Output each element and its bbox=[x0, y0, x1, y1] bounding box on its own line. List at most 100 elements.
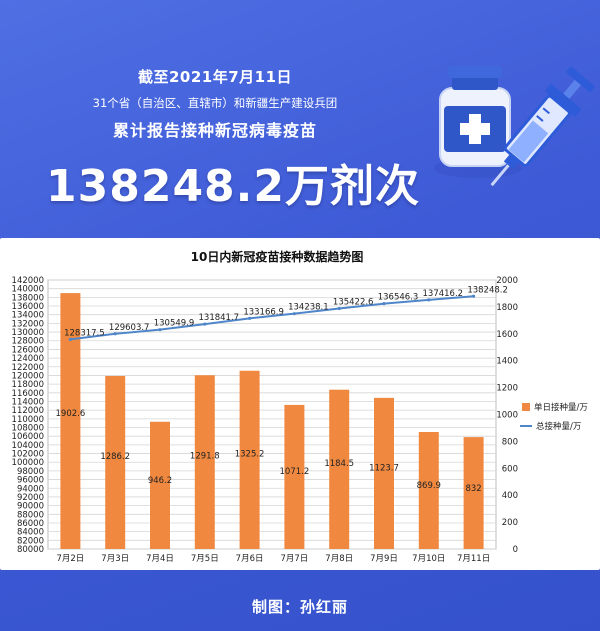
left-tick-label: 80000 bbox=[17, 545, 44, 555]
bar bbox=[105, 376, 126, 549]
right-tick-label: 800 bbox=[502, 437, 518, 447]
bar bbox=[284, 404, 305, 549]
total-unit: 万剂次 bbox=[285, 161, 421, 212]
left-tick-label: 96000 bbox=[17, 476, 44, 486]
bar bbox=[239, 370, 260, 549]
right-tick-label: 200 bbox=[502, 518, 518, 528]
line-point bbox=[382, 302, 386, 306]
left-tick-label: 94000 bbox=[17, 484, 44, 494]
line-point bbox=[113, 332, 117, 336]
date-line: 截至2021年7月11日 bbox=[137, 68, 293, 86]
left-tick-label: 122000 bbox=[12, 363, 44, 373]
left-tick-label: 106000 bbox=[12, 432, 44, 442]
total-line bbox=[70, 295, 474, 341]
left-tick-label: 104000 bbox=[12, 441, 44, 451]
left-tick-label: 112000 bbox=[12, 406, 44, 416]
left-tick-label: 136000 bbox=[12, 302, 44, 312]
bar bbox=[150, 421, 170, 549]
total-doses: 138248.2万剂次 bbox=[18, 150, 448, 214]
right-tick-label: 1600 bbox=[496, 330, 518, 340]
right-tick-label: 2000 bbox=[496, 276, 518, 286]
line-data-label: 128317.5 bbox=[64, 328, 105, 338]
line-data-label: 130549.9 bbox=[154, 319, 195, 329]
vaccine-illustration bbox=[418, 40, 598, 205]
left-tick-label: 132000 bbox=[12, 319, 44, 329]
legend-label-total: 总接种量/万 bbox=[536, 421, 581, 432]
left-tick-label: 116000 bbox=[12, 389, 44, 399]
bar-data-label: 1286.2 bbox=[100, 452, 130, 462]
bar-data-label: 1123.7 bbox=[369, 463, 399, 473]
line-point bbox=[248, 316, 252, 320]
legend: 单日接种量/万 总接种量/万 bbox=[520, 402, 588, 432]
line-data-label: 138248.2 bbox=[467, 285, 508, 295]
syringe-icon bbox=[490, 66, 595, 187]
line-data-label: 136546.3 bbox=[378, 293, 419, 303]
bar bbox=[60, 293, 81, 549]
left-tick-label: 142000 bbox=[12, 276, 44, 286]
left-tick-label: 110000 bbox=[12, 415, 44, 425]
bar-data-label: 1071.2 bbox=[280, 467, 310, 477]
left-tick-label: 90000 bbox=[17, 502, 44, 512]
line-point bbox=[337, 306, 341, 311]
line-data-label: 135422.6 bbox=[333, 298, 374, 308]
right-tick-label: 0 bbox=[513, 545, 518, 555]
total-value: 138248.2 bbox=[45, 161, 286, 212]
bar-data-label: 946.2 bbox=[148, 476, 172, 486]
right-tick-label: 1000 bbox=[496, 411, 518, 421]
bar-data-label: 869.9 bbox=[417, 481, 441, 491]
bar bbox=[329, 389, 350, 549]
right-tick-label: 1200 bbox=[496, 384, 518, 394]
credit: 制图：孙红丽 bbox=[251, 598, 348, 616]
left-tick-label: 130000 bbox=[12, 328, 44, 338]
x-tick-label: 7月7日 bbox=[280, 554, 308, 564]
left-tick-label: 84000 bbox=[17, 528, 44, 538]
x-tick-label: 7月4日 bbox=[146, 554, 174, 564]
left-tick-label: 100000 bbox=[12, 458, 44, 468]
line-data-label: 131841.7 bbox=[199, 313, 240, 323]
left-tick-label: 128000 bbox=[12, 337, 44, 347]
bar bbox=[463, 437, 484, 549]
bar bbox=[194, 375, 215, 549]
left-tick-label: 108000 bbox=[12, 424, 44, 434]
scope-line: 31个省（自治区、直辖市）和新疆生产建设兵团 bbox=[92, 96, 338, 110]
left-tick-label: 126000 bbox=[12, 345, 44, 355]
line-data-label: 129603.7 bbox=[109, 323, 150, 333]
line-point bbox=[68, 337, 72, 341]
line-data-label: 133166.9 bbox=[243, 307, 284, 317]
x-tick-label: 7月6日 bbox=[236, 554, 264, 564]
left-tick-label: 124000 bbox=[12, 354, 44, 364]
left-tick-label: 98000 bbox=[17, 467, 44, 477]
bar bbox=[418, 431, 439, 549]
left-tick-label: 92000 bbox=[17, 493, 44, 503]
bar-data-label: 1184.5 bbox=[324, 459, 354, 469]
chart-title: 10日内新冠疫苗接种数据趋势图 bbox=[191, 249, 364, 264]
bar bbox=[374, 397, 394, 549]
x-tick-label: 7月5日 bbox=[191, 554, 219, 564]
line-data-label: 134238.1 bbox=[288, 303, 329, 313]
left-tick-label: 102000 bbox=[12, 450, 44, 460]
left-tick-label: 82000 bbox=[17, 536, 44, 546]
x-tick-label: 7月3日 bbox=[101, 554, 129, 564]
line-point bbox=[292, 312, 296, 316]
bar-data-label: 832 bbox=[465, 484, 481, 494]
line-data-label: 137416.2 bbox=[423, 289, 464, 299]
bar-data-label: 1291.8 bbox=[190, 452, 220, 462]
bar-data-label: 1902.6 bbox=[56, 409, 86, 419]
subtitle: 累计报告接种新冠病毒疫苗 bbox=[112, 121, 317, 140]
line-point bbox=[472, 294, 476, 298]
line-point bbox=[427, 298, 431, 302]
x-tick-label: 7月2日 bbox=[56, 554, 84, 564]
right-tick-label: 400 bbox=[502, 491, 518, 501]
left-tick-label: 138000 bbox=[12, 293, 44, 303]
x-tick-label: 7月8日 bbox=[325, 554, 353, 564]
left-tick-label: 86000 bbox=[17, 519, 44, 529]
x-tick-label: 7月11日 bbox=[457, 554, 490, 564]
x-tick-label: 7月10日 bbox=[412, 554, 445, 564]
left-tick-label: 88000 bbox=[17, 510, 44, 520]
right-tick-label: 1800 bbox=[496, 303, 518, 313]
left-tick-label: 134000 bbox=[12, 311, 44, 321]
x-tick-label: 7月9日 bbox=[370, 554, 398, 564]
line-point bbox=[158, 328, 162, 332]
legend-swatch-daily bbox=[522, 403, 530, 411]
left-tick-label: 120000 bbox=[12, 371, 44, 381]
